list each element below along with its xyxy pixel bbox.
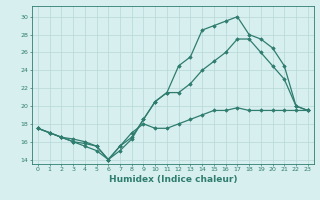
X-axis label: Humidex (Indice chaleur): Humidex (Indice chaleur) bbox=[108, 175, 237, 184]
